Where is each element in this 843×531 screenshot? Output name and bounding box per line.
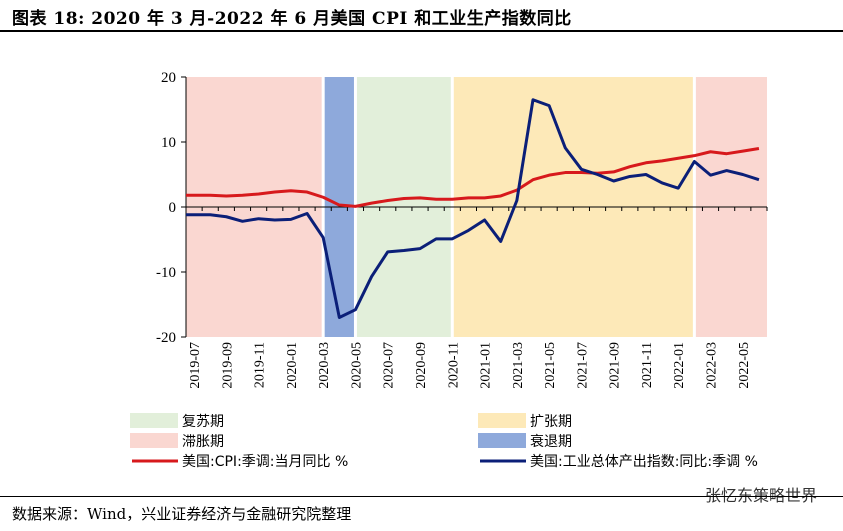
industrial-output-line [186,98,760,319]
legend-label: 美国:工业总体产出指数:同比:季调 % [530,454,758,470]
x-tick-label: 2020-01 [285,342,300,389]
axes: -20 -10 0 10 20 2019-07 2019-09 2019-11 2020-01 2… [156,70,768,389]
y-tick-label: 0 [169,200,177,216]
y-tick-label: -10 [156,265,176,281]
legend-label: 滞胀期 [182,434,224,450]
x-tick-label: 2020-03 [317,342,332,389]
x-tick-label: 2020-09 [414,342,429,389]
legend-swatch [478,413,526,428]
x-tick-label: 2021-05 [543,342,558,389]
x-tick-label: 2021-11 [640,342,655,388]
x-tick-label: 2022-05 [737,342,752,389]
legend-label: 复苏期 [182,413,224,430]
x-tick-label: 2020-11 [446,342,461,388]
x-tick-label: 2022-01 [672,342,687,389]
cpi-line [186,147,760,208]
x-tick-label: 2022-03 [705,342,720,389]
legend-swatch [130,433,178,448]
y-tick-label: 20 [161,70,176,86]
figure-title: 图表 18: 2020 年 3 月-2022 年 6 月美国 CPI 和工业生产… [12,9,572,29]
y-tick-label: -20 [156,330,176,346]
x-tick-label: 2021-03 [511,342,526,389]
x-tick-label: 2019-09 [220,342,235,389]
x-tick-label: 2021-01 [479,342,494,389]
legend-swatch [478,433,526,448]
x-tick-label: 2019-07 [188,342,203,389]
legend-label: 衰退期 [530,433,572,450]
watermark: 张忆东策略世界 [704,486,817,505]
x-tick-label: 2020-07 [382,342,397,389]
x-tick-label: 2021-07 [575,342,590,389]
chart: -20 -10 0 10 20 2019-07 2019-09 2019-11 2020-01 2… [130,70,768,470]
title-rule [0,30,843,32]
y-tick-label: 10 [161,135,176,151]
legend-label: 美国:CPI:季调:当月同比 % [182,454,348,470]
x-tick-label: 2019-11 [253,342,268,388]
x-tick-label: 2021-09 [608,342,623,389]
footer-rule [0,496,843,497]
legend-label: 扩张期 [530,414,572,430]
series-lines [186,98,760,319]
legend-swatch [130,413,178,428]
x-tick-label: 2020-05 [349,342,364,389]
source-note: 数据来源：Wind，兴业证券经济与金融研究院整理 [12,505,352,523]
